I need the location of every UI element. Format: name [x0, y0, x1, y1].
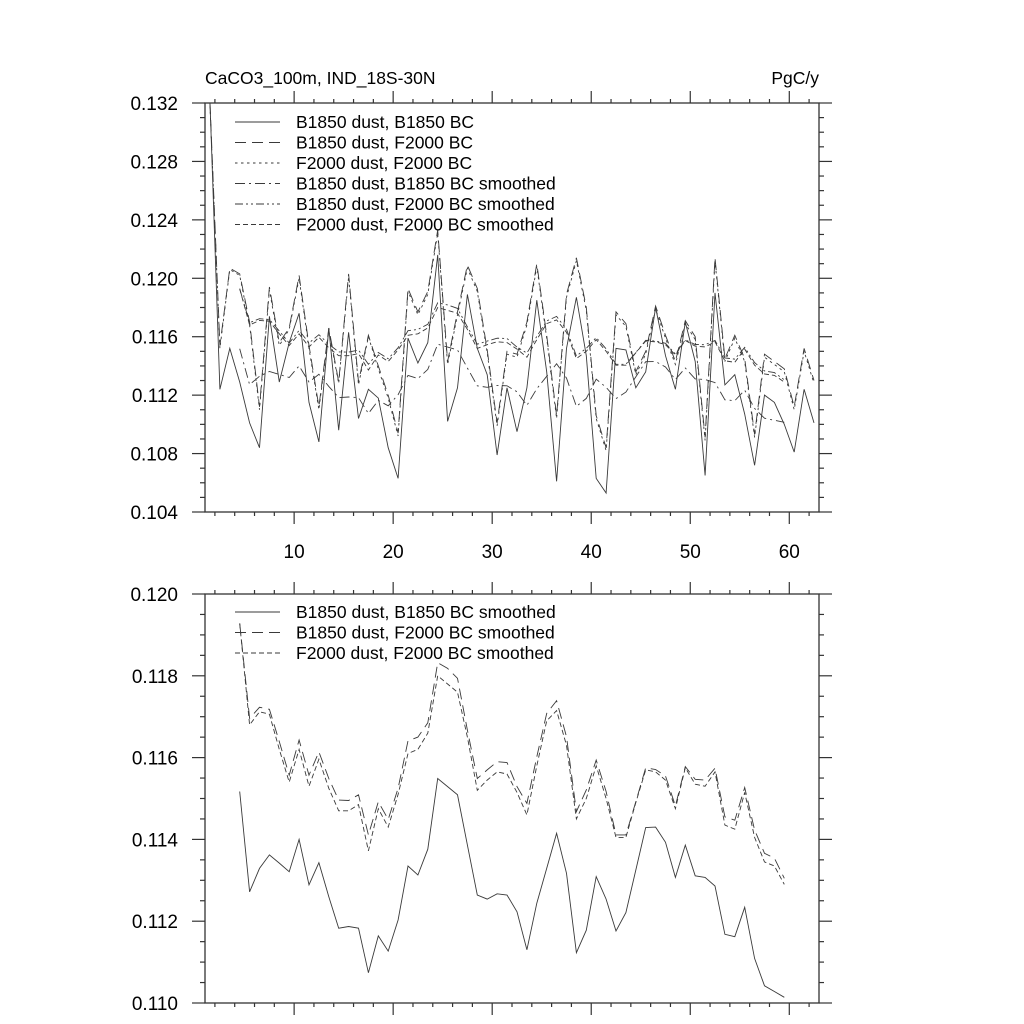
x-tick-label: 20 — [383, 542, 404, 563]
y-tick-label: 0.114 — [132, 830, 179, 851]
x-tick-label: 30 — [482, 542, 503, 563]
x-tick-label: 40 — [581, 542, 602, 563]
panel-top: 0.132 0.128 0.124 0.120 0.116 0.112 0.108 0.104… — [130, 68, 832, 563]
x-tick-label: 10 — [284, 542, 305, 563]
legend-label: F2000 dust, F2000 BC smoothed — [296, 643, 554, 663]
series-line-3 — [209, 105, 815, 451]
y-tick-label: 0.108 — [130, 445, 178, 466]
chart-title: CaCO3_100m, IND_18S-30N — [205, 68, 436, 89]
legend-label: B1850 dust, F2000 BC smoothed — [296, 623, 555, 643]
legend-label: F2000 dust, F2000 BC — [296, 153, 472, 173]
series-line-2 — [239, 623, 785, 879]
y-tick-label: 0.112 — [132, 386, 178, 407]
legend-label: B1850 dust, F2000 BC — [296, 133, 473, 153]
series-line-5 — [239, 288, 785, 381]
legend-label: B1850 dust, B1850 BC smoothed — [296, 174, 556, 194]
legend-label: B1850 dust, B1850 BC smoothed — [296, 602, 556, 622]
y-tick-label: 0.104 — [130, 503, 178, 524]
x-tick-label: 60 — [779, 542, 800, 563]
y-tick-label: 0.116 — [132, 749, 178, 770]
y-tick-label: 0.124 — [130, 211, 178, 232]
y-tick-label: 0.110 — [132, 994, 178, 1015]
y-tick-label: 0.118 — [132, 667, 178, 688]
legend-label: B1850 dust, F2000 BC smoothed — [296, 194, 555, 214]
legend-label: F2000 dust, F2000 BC smoothed — [296, 215, 554, 235]
panel-bottom: 0.120 0.118 0.116 0.114 0.112 0.110 B1850 dust… — [130, 582, 832, 1015]
x-tick-label: 50 — [680, 542, 701, 563]
y-tick-label: 0.120 — [130, 585, 178, 606]
y-tick-label: 0.128 — [130, 152, 178, 173]
units-label: PgC/y — [771, 68, 819, 88]
series-line-1 — [209, 103, 815, 495]
series-line-2 — [209, 103, 815, 448]
y-tick-label: 0.120 — [130, 269, 178, 290]
y-tick-label: 0.112 — [132, 912, 178, 933]
series-line-6 — [239, 288, 785, 383]
series-line-3 — [239, 623, 785, 885]
legend-label: B1850 dust, B1850 BC — [296, 112, 474, 132]
series-line-1 — [239, 777, 785, 998]
y-tick-label: 0.132 — [130, 94, 178, 115]
series-line-4 — [239, 343, 785, 423]
y-tick-label: 0.116 — [132, 328, 178, 349]
